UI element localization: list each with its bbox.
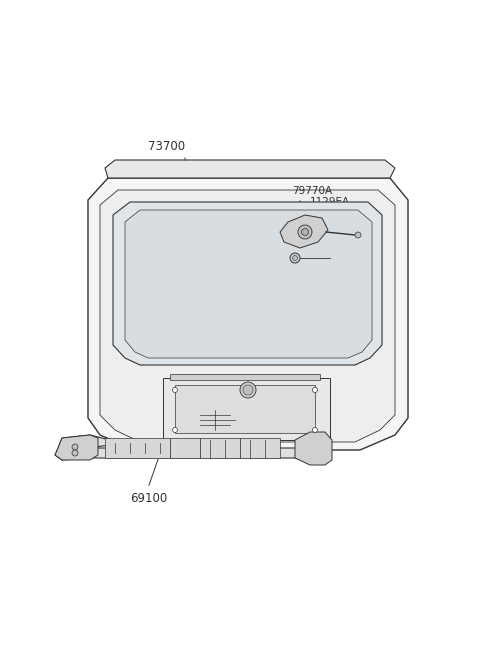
Text: 79770A: 79770A [292,186,332,196]
Circle shape [290,253,300,263]
Circle shape [312,428,317,432]
Polygon shape [280,215,328,248]
Polygon shape [113,202,382,365]
Polygon shape [295,432,332,465]
Text: 73700: 73700 [148,140,185,153]
Polygon shape [163,378,330,440]
Circle shape [172,388,178,392]
Polygon shape [105,160,395,178]
Text: 1129EA: 1129EA [310,197,350,207]
Polygon shape [88,178,408,450]
Circle shape [72,450,78,456]
Polygon shape [55,435,98,460]
Circle shape [355,232,361,238]
Circle shape [240,382,256,398]
Polygon shape [175,385,315,433]
Bar [170,438,200,458]
Text: 1129EE: 1129EE [310,208,349,218]
Text: 28256: 28256 [332,251,365,261]
Bar [105,438,170,458]
Polygon shape [55,435,330,462]
Circle shape [312,388,317,392]
Text: 69100: 69100 [130,492,167,505]
Polygon shape [170,374,320,380]
Bar [240,438,280,458]
Circle shape [301,229,309,236]
Polygon shape [100,190,395,442]
Circle shape [72,444,78,450]
Circle shape [292,255,298,261]
Polygon shape [125,210,372,358]
Circle shape [172,428,178,432]
Bar [200,438,240,458]
Circle shape [243,385,253,395]
Circle shape [298,225,312,239]
